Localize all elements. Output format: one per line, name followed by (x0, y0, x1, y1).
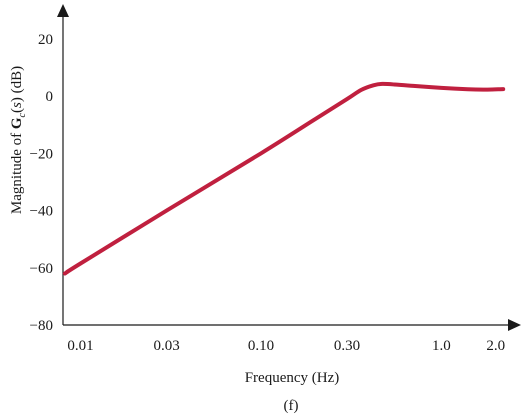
y-axis-title-s: s (9, 102, 25, 108)
panel-label: (f) (284, 398, 299, 414)
y-axis-arrowhead (57, 4, 69, 17)
y-axis-title: Magnitude of Gc(s) (dB) (9, 66, 28, 214)
x-axis-title: Frequency (Hz) (245, 370, 340, 386)
y-tick-labels: 20 0 −20 −40 −60 −80 (30, 32, 53, 334)
x-tick-labels: 0.01 0.03 0.10 0.30 1.0 2.0 (67, 338, 505, 354)
y-tick-label: −40 (30, 204, 53, 220)
x-tick-label: 0.10 (248, 338, 274, 354)
y-tick-label: 0 (46, 89, 54, 105)
axes (57, 4, 521, 331)
y-axis-title-paren-open: ( (9, 108, 25, 113)
y-tick-label: −80 (30, 318, 53, 334)
x-tick-label: 1.0 (432, 338, 451, 354)
magnitude-curve (62, 81, 506, 276)
y-axis-title-prefix: Magnitude of (9, 129, 25, 214)
x-tick-label: 0.03 (153, 338, 179, 354)
y-axis-title-suffix: ) (dB) (9, 66, 25, 102)
x-tick-label: 0.30 (334, 338, 360, 354)
y-axis-title-subscript: c (17, 112, 28, 117)
x-tick-label: 0.01 (67, 338, 93, 354)
x-tick-label: 2.0 (486, 338, 505, 354)
y-tick-label: −20 (30, 146, 53, 162)
x-axis-arrowhead (508, 319, 521, 331)
y-axis-title-G: G (9, 117, 25, 129)
y-tick-label: −60 (30, 261, 53, 277)
y-tick-label: 20 (38, 32, 53, 48)
